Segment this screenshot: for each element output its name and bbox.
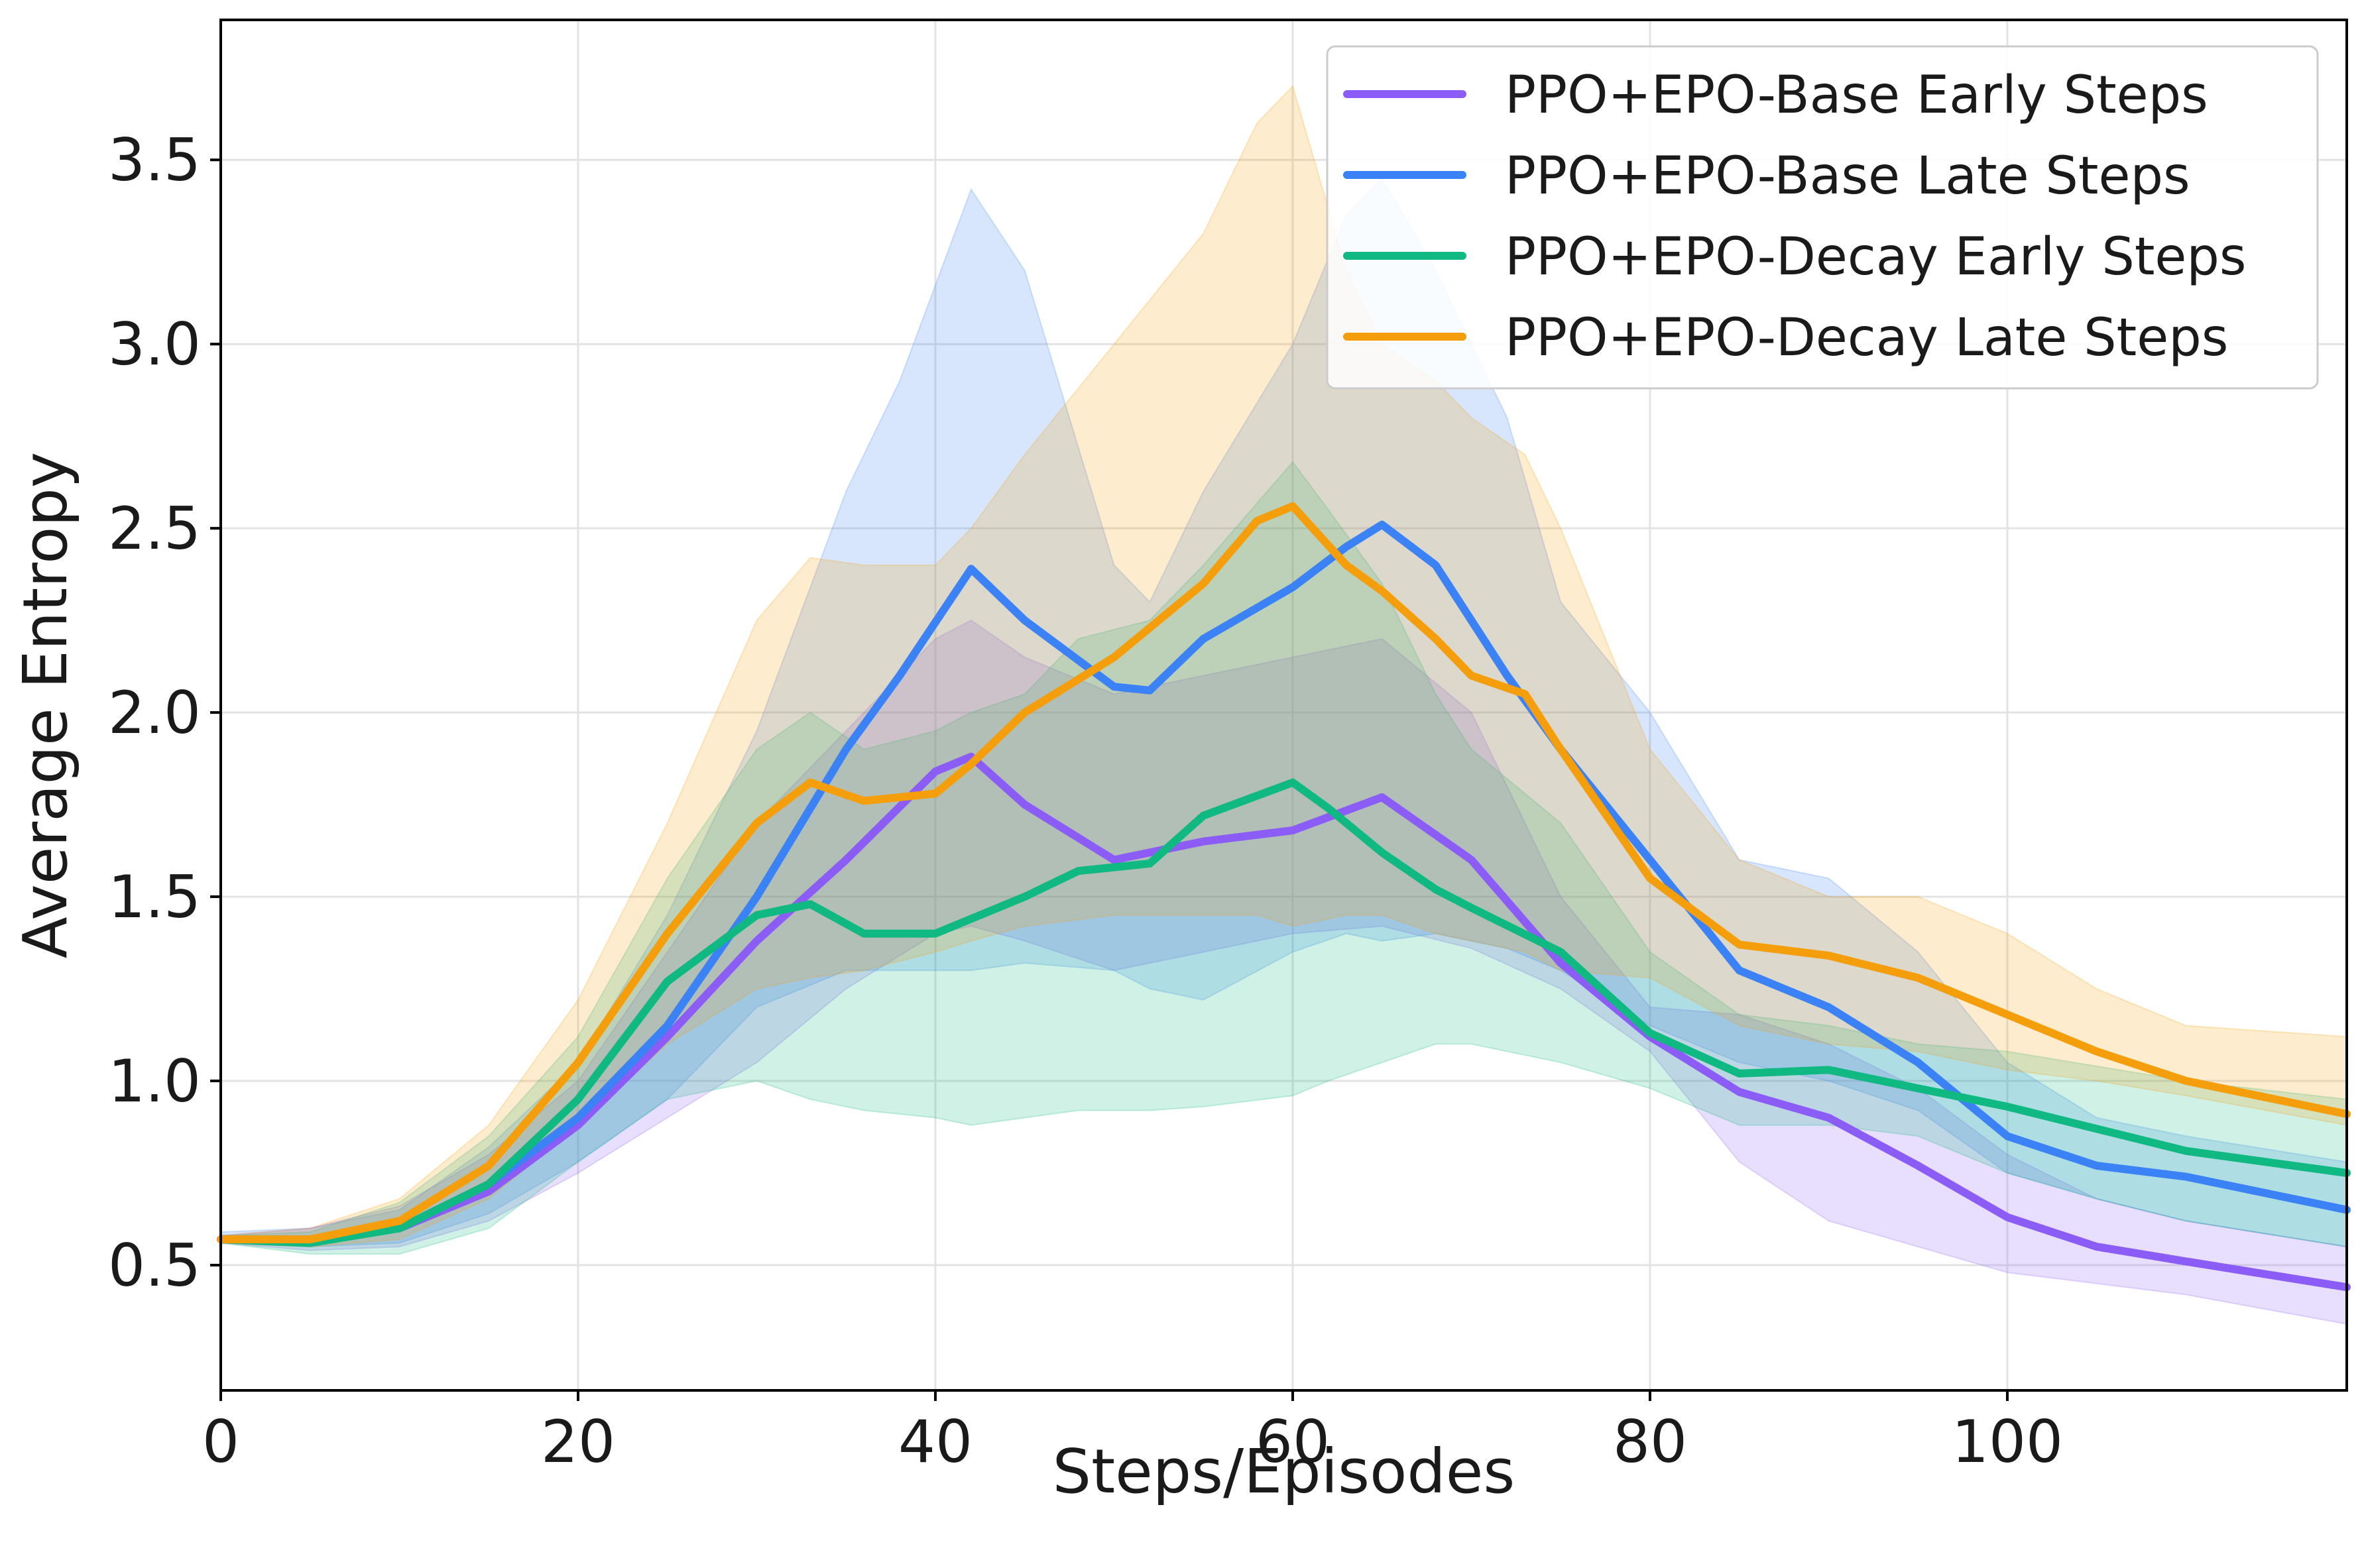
axis-ticks: 0 20 40 60 80 100 0.5 1.0 1.5 2.0 2.5 3.0 3.5 bbox=[108, 126, 2063, 1476]
x-tick-label: 100 bbox=[1952, 1408, 2063, 1476]
series-lines bbox=[217, 502, 2351, 1292]
y-tick-label: 2.5 bbox=[108, 494, 201, 563]
legend-label-2: PPO+EPO-Base Late Steps bbox=[1505, 146, 2190, 206]
x-tick-label: 40 bbox=[898, 1408, 973, 1476]
x-tick-label: 0 bbox=[202, 1408, 239, 1476]
x-tick-label: 80 bbox=[1613, 1408, 1687, 1476]
y-tick-label: 2.0 bbox=[108, 679, 201, 747]
plot-frame bbox=[219, 19, 2348, 1392]
series-line-1 bbox=[217, 752, 2351, 1292]
y-tick-label: 1.0 bbox=[108, 1047, 201, 1115]
series-line-2 bbox=[217, 520, 2351, 1244]
legend-label-1: PPO+EPO-Base Early Steps bbox=[1505, 66, 2208, 125]
y-tick-label: 3.5 bbox=[108, 126, 201, 194]
legend-box bbox=[1326, 45, 2319, 390]
y-axis-label: Average Entropy bbox=[10, 452, 81, 958]
x-tick-label: 60 bbox=[1256, 1408, 1330, 1476]
x-tick-label: 20 bbox=[541, 1408, 615, 1476]
legend: PPO+EPO-Base Early Steps PPO+EPO-Base Lat… bbox=[1326, 45, 2319, 390]
series-line-4 bbox=[217, 502, 2351, 1244]
series-line-3 bbox=[217, 778, 2351, 1247]
y-tick-label: 0.5 bbox=[108, 1231, 201, 1300]
y-tick-label: 1.5 bbox=[108, 863, 201, 931]
y-tick-label: 3.0 bbox=[108, 310, 201, 378]
legend-label-3: PPO+EPO-Decay Early Steps bbox=[1505, 227, 2247, 287]
x-axis-label: Steps/Episodes bbox=[1053, 1436, 1515, 1507]
grid-lines bbox=[219, 20, 2347, 1390]
legend-label-4: PPO+EPO-Decay Late Steps bbox=[1505, 308, 2228, 368]
